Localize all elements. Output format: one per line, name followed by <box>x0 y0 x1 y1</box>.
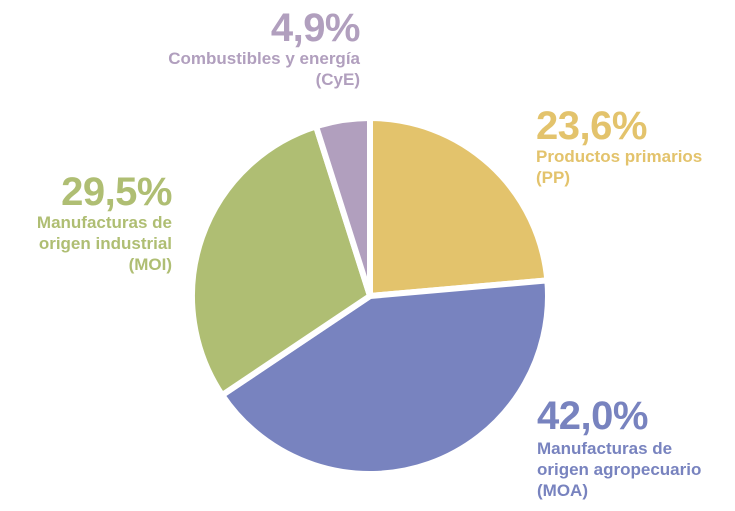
label-pp-name-line1: Productos primarios <box>536 147 703 166</box>
pie-slice-moi <box>189 122 374 400</box>
pie-slice-cye <box>312 114 373 297</box>
label-cye: 4,9% Combustibles y energía (CyE) <box>90 8 360 90</box>
label-moa-percent: 42,0% <box>537 394 648 438</box>
label-moa-name-line2: origen agropecuario <box>537 460 702 479</box>
pie-slice-moa <box>217 277 551 477</box>
label-moi-name-line2: origen industrial <box>38 234 172 253</box>
label-moi-percent: 29,5% <box>61 170 172 214</box>
label-cye-name-line1: Combustibles y energía <box>168 49 360 68</box>
label-cye-name-line2: (CyE) <box>315 70 360 89</box>
label-moi-name-line1: Manufacturas de <box>36 213 172 232</box>
label-moi-name-line3: (MOI) <box>128 255 172 274</box>
label-moa: 42,0% Manufacturas de origen agropecuari… <box>537 396 735 501</box>
label-cye-percent: 4,9% <box>270 6 361 50</box>
label-pp-name-line2: (PP) <box>536 168 570 187</box>
label-moa-name-line3: (MOA) <box>537 481 588 500</box>
label-pp-percent: 23,6% <box>536 104 647 148</box>
label-pp: 23,6% Productos primarios (PP) <box>536 106 735 188</box>
label-moi: 29,5% Manufacturas de origen industrial … <box>0 170 173 275</box>
pie-slice-pp <box>367 114 551 300</box>
label-moa-name-line1: Manufacturas de <box>537 439 673 458</box>
